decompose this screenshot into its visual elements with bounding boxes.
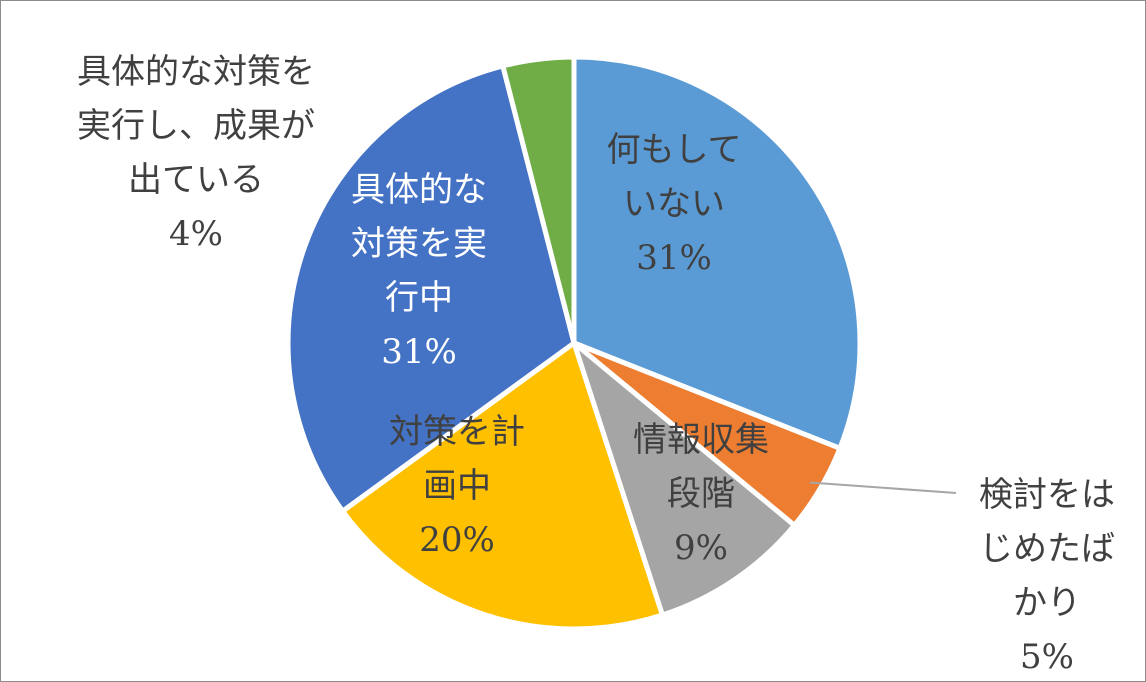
pie-slice-2 <box>571 340 797 618</box>
slice-label-line-4-1: 対策を実 <box>351 224 487 264</box>
pie-slice-5 <box>500 54 577 346</box>
slice-label-line-5-1: 実行し、成果が <box>77 106 315 146</box>
slice-label-2: 情報収集段階 9% <box>633 420 769 568</box>
slice-label-3: 対策を計画中 20% <box>389 412 525 560</box>
slice-label-line-5-2: 出ている <box>128 160 264 200</box>
slice-label-line-2-0: 情報収集 <box>633 420 769 460</box>
pie-slice-0 <box>571 54 863 451</box>
leaders-layer <box>809 481 957 494</box>
labels-layer: 何もしていない 31% 検討をはじめたばかり 5% 情報収集段階 9% 対策を計画中 20% 具… <box>77 52 1115 677</box>
slice-percent-5: 4% <box>169 214 223 254</box>
slice-label-line-1-0: 検討をは <box>979 475 1115 515</box>
slice-label-0: 何もしていない 31% <box>607 130 742 278</box>
slice-label-line-0-0: 何もして <box>607 130 742 170</box>
leader-line-1 <box>809 481 957 494</box>
slice-label-line-3-1: 画中 <box>423 466 491 506</box>
slice-percent-1: 5% <box>1020 637 1074 677</box>
slice-label-line-5-0: 具体的な対策を <box>77 52 315 92</box>
slice-label-5: 具体的な対策を実行し、成果が出ている 4% <box>77 52 315 254</box>
slice-label-line-4-0: 具体的な <box>351 170 487 210</box>
slice-percent-0: 31% <box>636 238 712 278</box>
slice-percent-3: 20% <box>419 520 495 560</box>
slice-label-line-0-1: いない <box>623 184 725 224</box>
slice-label-line-4-2: 行中 <box>385 278 453 318</box>
slice-label-4: 具体的な対策を実行中 31% <box>351 170 487 372</box>
slice-label-line-3-0: 対策を計 <box>389 412 525 452</box>
pie-slice-4 <box>285 63 577 514</box>
slice-label-line-1-1: じめたば <box>979 529 1115 569</box>
slice-label-1: 検討をはじめたばかり 5% <box>979 475 1115 677</box>
slice-label-line-2-1: 段階 <box>667 474 735 514</box>
slice-label-line-1-2: かり <box>1013 583 1081 623</box>
pie-slice-3 <box>340 340 665 632</box>
slices-layer <box>285 54 863 632</box>
slice-percent-4: 31% <box>381 332 457 372</box>
slice-percent-2: 9% <box>674 528 728 568</box>
